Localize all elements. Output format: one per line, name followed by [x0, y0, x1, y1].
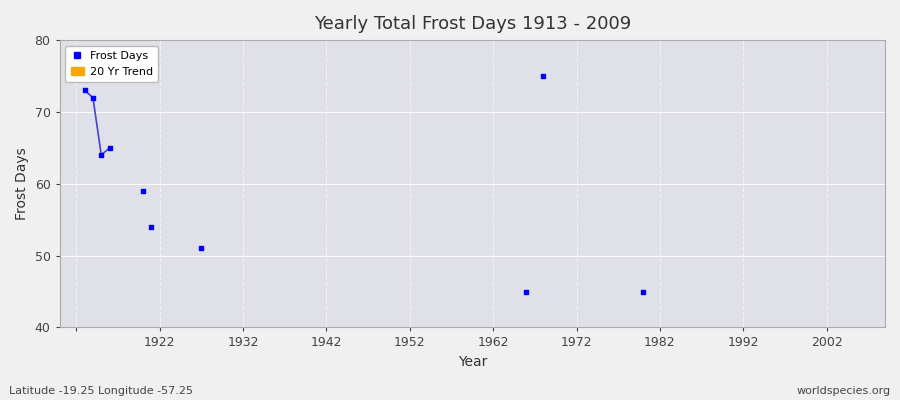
Text: Latitude -19.25 Longitude -57.25: Latitude -19.25 Longitude -57.25 [9, 386, 193, 396]
Legend: Frost Days, 20 Yr Trend: Frost Days, 20 Yr Trend [65, 46, 158, 82]
Point [86, 94, 100, 101]
Point [636, 288, 651, 295]
Text: worldspecies.org: worldspecies.org [796, 386, 891, 396]
Point [194, 245, 209, 252]
Point [103, 145, 117, 151]
Point [519, 288, 534, 295]
Title: Yearly Total Frost Days 1913 - 2009: Yearly Total Frost Days 1913 - 2009 [314, 15, 631, 33]
Point [94, 152, 109, 158]
Point [536, 73, 551, 79]
Y-axis label: Frost Days: Frost Days [15, 147, 29, 220]
Point [77, 87, 92, 94]
Point [144, 224, 158, 230]
Point [136, 188, 150, 194]
X-axis label: Year: Year [457, 355, 487, 369]
